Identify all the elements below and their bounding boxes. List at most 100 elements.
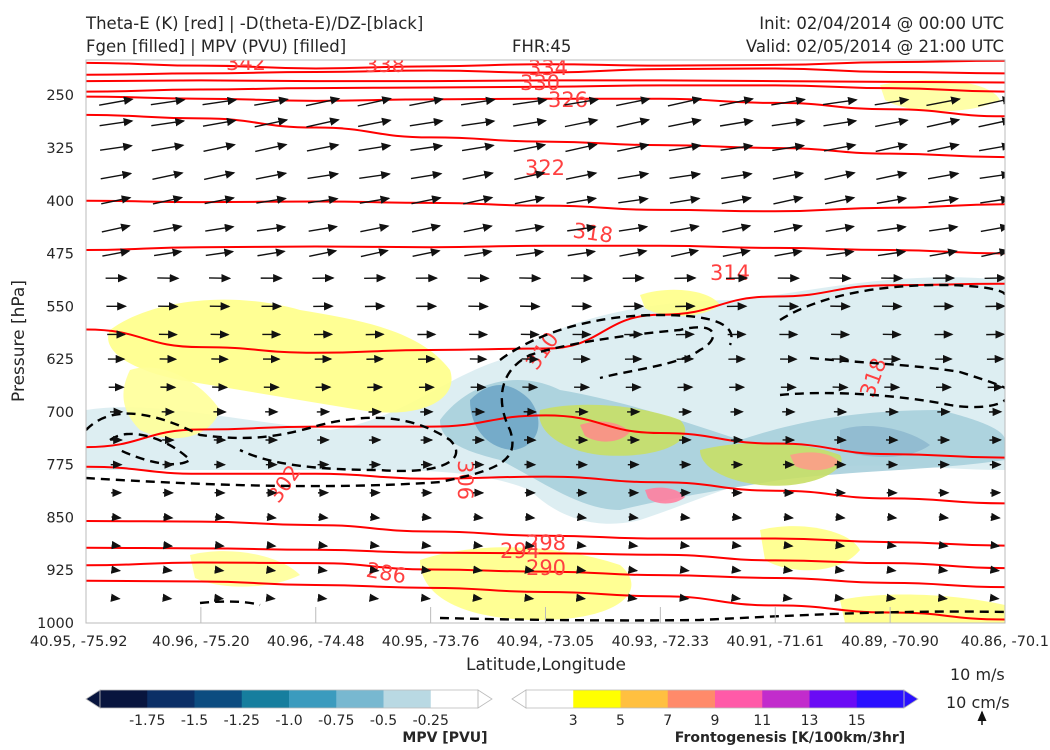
theta-e-contour bbox=[86, 84, 1005, 93]
stability-contour bbox=[439, 610, 1005, 622]
wind-arrow bbox=[513, 142, 547, 152]
y-tick-label: 775 bbox=[46, 458, 74, 474]
theta-e-contour-label: 338 bbox=[365, 53, 405, 77]
wind-arrow bbox=[151, 142, 185, 152]
x-tick-label: 40.93, -72.33 bbox=[612, 634, 709, 650]
wind-arrow bbox=[834, 565, 845, 574]
wind-arrow bbox=[255, 142, 288, 153]
stability-contour bbox=[779, 391, 1005, 409]
wind-arrow bbox=[202, 117, 237, 127]
wind-arrow bbox=[782, 593, 793, 602]
fgen-fill-region bbox=[645, 487, 685, 504]
wind-arrow bbox=[464, 248, 493, 257]
theta-e-contour bbox=[86, 79, 1005, 84]
wind-arrow bbox=[152, 195, 184, 205]
wind-arrow bbox=[886, 540, 898, 550]
wind-arrow bbox=[153, 248, 183, 257]
theta-e-contour bbox=[86, 199, 1005, 213]
y-tick-label: 550 bbox=[46, 299, 74, 315]
wind-arrow bbox=[783, 565, 794, 574]
colorbar-swatch bbox=[241, 690, 290, 708]
wind-arrow bbox=[257, 248, 286, 257]
wind-arrow bbox=[668, 142, 702, 152]
wind-arrow bbox=[524, 540, 536, 550]
colorbar-outline bbox=[99, 689, 479, 709]
colorbar-tick-label: 9 bbox=[711, 713, 720, 729]
wind-arrow bbox=[929, 248, 958, 257]
wind-arrow bbox=[730, 593, 742, 602]
wind-arrow bbox=[618, 223, 649, 233]
wind-arrow bbox=[722, 223, 752, 233]
colorbar-swatch bbox=[715, 690, 763, 708]
wind-arrow bbox=[564, 117, 599, 128]
wind-arrow bbox=[977, 96, 1005, 107]
colorbar-tick-label: -1.75 bbox=[129, 713, 165, 729]
colorbar-tick-label: 7 bbox=[663, 713, 672, 729]
wind-arrow bbox=[824, 170, 856, 181]
x-tick-label: 40.96, -74.48 bbox=[267, 634, 364, 650]
theta-e-contour bbox=[86, 282, 1005, 354]
x-tick-label: 40.91, -71.61 bbox=[727, 634, 824, 650]
colorbar-swatch bbox=[762, 690, 810, 708]
fgen-fill-region bbox=[580, 421, 630, 442]
stability-contour bbox=[109, 432, 192, 466]
colorbar-tick-label: -0.5 bbox=[370, 713, 397, 729]
y-tick-label: 475 bbox=[46, 247, 74, 263]
wind-arrow bbox=[102, 248, 131, 257]
wind-arrow bbox=[360, 223, 390, 233]
colorbar-extend-high bbox=[903, 689, 919, 709]
wind-arrow bbox=[203, 170, 236, 181]
colorbar-swatch bbox=[289, 690, 337, 708]
wind-arrow bbox=[368, 593, 380, 602]
wind-arrow bbox=[514, 170, 546, 181]
wind-arrow bbox=[773, 195, 804, 205]
theta-e-contour-label: 290 bbox=[526, 556, 566, 580]
wind-arrow bbox=[318, 540, 329, 550]
wind-arrow bbox=[668, 117, 702, 128]
y-tick-label: 250 bbox=[46, 88, 74, 104]
wind-key-vertical: 10 cm/s bbox=[946, 693, 1010, 712]
theta-e-contour-label: 334 bbox=[528, 56, 568, 80]
wind-arrow bbox=[317, 565, 328, 574]
wind-arrow bbox=[886, 593, 897, 602]
wind-arrow bbox=[411, 223, 442, 233]
x-tick-label: 40.94, -73.05 bbox=[497, 634, 594, 650]
wind-arrow bbox=[369, 540, 380, 550]
wind-arrow bbox=[410, 170, 443, 180]
colorbar-extend-high bbox=[477, 689, 493, 709]
wind-arrow bbox=[981, 248, 1005, 258]
wind-arrow bbox=[731, 512, 743, 522]
wind-arrow bbox=[369, 512, 381, 522]
wind-arrow bbox=[576, 540, 587, 550]
wind-arrow bbox=[616, 96, 651, 107]
theta-e-contour-label: 318 bbox=[571, 218, 614, 247]
colorbar-swatch bbox=[147, 690, 195, 708]
theta-e-contour bbox=[86, 465, 1005, 505]
header-title-line1: Theta-E (K) [red] | -D(theta-E)/DZ-[blac… bbox=[86, 14, 424, 33]
wind-arrow bbox=[214, 540, 225, 550]
wind-arrow bbox=[835, 540, 846, 550]
wind-arrow bbox=[575, 593, 587, 602]
wind-arrow bbox=[823, 117, 858, 127]
wind-arrow bbox=[875, 142, 909, 153]
wind-arrow bbox=[163, 512, 174, 522]
wind-arrow bbox=[307, 195, 339, 205]
colorbar-swatch bbox=[620, 690, 669, 708]
wind-arrow bbox=[835, 512, 846, 522]
colorbar-tick-label: -0.75 bbox=[318, 713, 354, 729]
wind-arrow bbox=[887, 512, 898, 522]
stability-contour bbox=[86, 412, 458, 473]
y-tick-label: 700 bbox=[46, 405, 74, 421]
wind-arrow bbox=[205, 248, 235, 257]
wind-arrow bbox=[877, 223, 907, 233]
wind-arrow bbox=[421, 540, 432, 550]
wind-arrow bbox=[525, 512, 536, 522]
theta-e-contour-label: 342 bbox=[226, 51, 266, 75]
wind-arrow bbox=[513, 117, 547, 127]
wind-arrow bbox=[576, 565, 587, 574]
colorbar-swatch bbox=[526, 690, 574, 708]
colorbar-swatch bbox=[100, 690, 148, 708]
wind-arrow bbox=[731, 540, 742, 550]
wind-arrow bbox=[938, 540, 949, 550]
wind-arrow bbox=[473, 512, 484, 522]
